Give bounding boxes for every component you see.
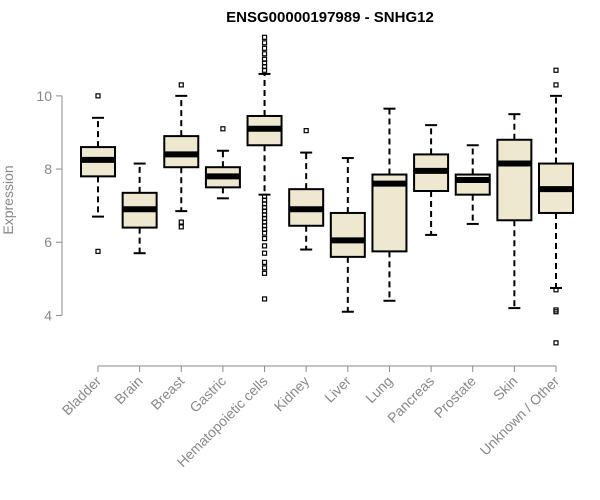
x-tick-label: Unknown / Other xyxy=(477,373,563,459)
outlier-point xyxy=(261,243,268,249)
outlier-point xyxy=(178,82,184,88)
outlier-point xyxy=(95,93,101,99)
x-tick-label: Lung xyxy=(362,373,395,406)
iqr-box xyxy=(329,211,366,258)
box-group xyxy=(204,126,241,200)
x-tick-label: Prostate xyxy=(431,373,479,421)
x-tick-label: Liver xyxy=(321,373,354,406)
box-group xyxy=(121,162,158,255)
outlier-point xyxy=(261,259,268,265)
outlier-point xyxy=(261,51,268,57)
outlier-point xyxy=(178,224,184,230)
box-group xyxy=(80,93,116,254)
outlier-point xyxy=(95,248,101,254)
outlier-point xyxy=(261,45,268,51)
outlier-point xyxy=(303,128,309,134)
outlier-point xyxy=(553,309,559,315)
outlier-point xyxy=(261,235,268,242)
box-group xyxy=(413,124,450,236)
outlier-point xyxy=(261,296,268,302)
outlier-point xyxy=(553,340,559,346)
outlier-point xyxy=(553,67,559,73)
x-tick-label: Brain xyxy=(111,373,145,407)
box-group xyxy=(371,107,408,302)
x-tick-label: Bladder xyxy=(59,373,105,419)
box-group xyxy=(163,82,200,230)
outlier-point xyxy=(261,265,268,271)
box-group xyxy=(538,67,574,346)
y-tick-label: 4 xyxy=(44,307,52,323)
outlier-point xyxy=(261,230,268,236)
box-group xyxy=(454,144,491,225)
x-tick-label: Skin xyxy=(490,373,521,404)
outlier-point xyxy=(220,126,226,132)
y-tick-label: 10 xyxy=(36,88,52,104)
outlier-point xyxy=(261,250,268,256)
y-tick-label: 6 xyxy=(44,234,52,250)
x-tick-label: Breast xyxy=(147,373,187,413)
chart-title: ENSG00000197989 - SNHG12 xyxy=(226,9,434,26)
outlier-point xyxy=(178,219,184,225)
iqr-box xyxy=(496,138,533,222)
iqr-box xyxy=(371,173,408,253)
outlier-point xyxy=(261,34,268,40)
y-axis: 4 6 8 10 xyxy=(36,88,63,323)
x-tick-label: Kidney xyxy=(271,373,313,415)
outlier-point xyxy=(261,270,268,276)
outlier-point xyxy=(553,82,559,88)
box-group xyxy=(246,34,283,302)
box-group xyxy=(329,157,366,313)
outlier-point xyxy=(261,67,268,73)
outlier-point xyxy=(553,287,559,293)
box-group xyxy=(288,128,325,251)
y-axis-label: Expression xyxy=(0,165,16,234)
y-tick-label: 8 xyxy=(44,161,52,177)
outlier-point xyxy=(261,40,268,46)
plot-area xyxy=(80,34,574,346)
box-group xyxy=(496,113,533,310)
